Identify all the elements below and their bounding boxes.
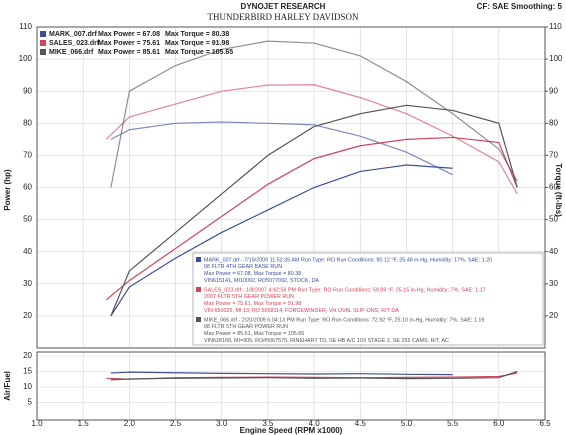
info-swatch <box>196 257 201 262</box>
legend-label: SALES_023.drf <box>49 40 100 47</box>
x-tick-label: 4.5 <box>355 419 367 428</box>
y-tick-label: 110 <box>19 22 32 31</box>
y-tick-label: 80 <box>23 118 32 127</box>
data-line <box>105 136 518 301</box>
x-tick-label: 6.5 <box>539 419 551 428</box>
legend-swatch <box>40 31 46 37</box>
data-line <box>110 370 518 381</box>
legend-swatch <box>40 40 46 46</box>
y2-tick-label: 40 <box>549 247 558 256</box>
x-tick-label: 3.0 <box>216 419 228 428</box>
y-tick-label: 100 <box>19 54 33 63</box>
data-line <box>110 40 518 188</box>
data-line <box>110 164 453 317</box>
y-tick-label: 10 <box>23 382 32 391</box>
data-line <box>110 371 453 376</box>
y2-tick-label: 80 <box>549 118 558 127</box>
info-line: 08 FLTR 4TH GEAR BASE RUN <box>204 264 282 270</box>
y-tick-label: 60 <box>23 183 32 192</box>
info-line: VIN 650025, MI 13, RO 5058114, FORCEWIND… <box>204 308 399 314</box>
legend-power: Max Power = 67.08 <box>98 31 160 38</box>
y-tick-label: 40 <box>23 247 32 256</box>
info-line: VIN615141, MI10092, RO5077092, STOCK, DA <box>204 278 319 284</box>
legend-power: Max Power = 75.61 <box>98 40 160 47</box>
x-tick-label: 1.5 <box>78 419 90 428</box>
info-box-frame <box>192 252 544 346</box>
x-tick-label: 5.0 <box>401 419 413 428</box>
info-swatch <box>196 287 201 292</box>
info-line: 08 FLTR 5TH GEAR POWER RUN <box>204 324 288 330</box>
chart-title: DYNOJET RESEARCH <box>241 2 326 11</box>
chart-subtitle: THUNDERBIRD HARLEY DAVIDSON <box>207 12 359 22</box>
x-tick-label: 3.5 <box>262 419 274 428</box>
settings-note: CF: SAE Smoothing: 5 <box>477 2 563 11</box>
afr-axis-label: Air/Fuel <box>3 371 12 401</box>
y-axis-label: Power (hp) <box>3 169 12 211</box>
legend: MARK_007.drf Max Power = 67.08 Max Torque … <box>40 31 233 56</box>
info-line: Max Power = 75.61, Max Torque = 91.98 <box>204 301 301 307</box>
y-tick-label: 50 <box>23 215 32 224</box>
info-line: Max Power = 85.61, Max Torque = 105.65 <box>204 331 304 337</box>
y2-tick-label: 50 <box>549 215 558 224</box>
legend-power: Max Power = 85.61 <box>98 49 160 56</box>
y2-tick-label: 60 <box>549 183 558 192</box>
y-tick-label: 70 <box>23 151 32 160</box>
y-tick-label: 20 <box>23 351 32 360</box>
legend-swatch <box>40 49 46 55</box>
y2-tick-label: 110 <box>549 22 562 31</box>
info-line: VIN628168, MI=905, RO#5067575, RINEHART … <box>204 338 449 344</box>
info-line: MIKE_066.drf - 2/20/2009 6:04:13 PM Run … <box>204 317 484 323</box>
x-tick-label: 5.5 <box>447 419 459 428</box>
info-line: SALES_023.drf - 1/8/2007 4:42:58 PM Run … <box>204 287 486 293</box>
legend-label: MIKE_066.drf <box>49 49 94 56</box>
y-tick-label: 15 <box>23 367 32 376</box>
y2-tick-label: 30 <box>549 279 558 288</box>
legend-torque: Max Torque = 105.65 <box>165 49 233 56</box>
info-swatch <box>196 317 201 322</box>
legend-torque: Max Torque = 80.38 <box>165 31 229 38</box>
data-line <box>110 104 518 317</box>
data-line <box>110 121 453 176</box>
plot-frame <box>36 26 546 349</box>
x-tick-label: 1.0 <box>31 419 43 428</box>
y-tick-label: 5 <box>28 398 33 407</box>
legend-torque: Max Torque = 91.98 <box>165 40 229 47</box>
x-axis-label: Engine Speed (RPM x1000) <box>240 426 343 435</box>
info-line: 2007 FLTR 5TH GEAR POWER RUN <box>204 294 294 300</box>
y2-tick-label: 90 <box>549 86 558 95</box>
plot-frame <box>36 351 546 421</box>
y2-tick-label: 100 <box>549 54 563 63</box>
info-line: MARK_007.drf - 7/19/2009 11:52:35 AM Run… <box>204 257 492 263</box>
x-tick-label: 2.5 <box>170 419 182 428</box>
y2-axis-label: Torque (ft-lbs) <box>554 163 563 217</box>
info-line: Max Power = 67.08, Max Torque = 80.38 <box>204 271 301 277</box>
y2-tick-label: 70 <box>549 151 558 160</box>
x-tick-label: 6.0 <box>493 419 505 428</box>
data-line <box>105 84 518 195</box>
x-tick-label: 2.0 <box>124 419 136 428</box>
y-tick-label: 20 <box>23 311 32 320</box>
y2-tick-label: 20 <box>549 311 558 320</box>
y-tick-label: 90 <box>23 86 32 95</box>
info-box: MARK_007.drf - 7/19/2009 11:52:35 AM Run… <box>192 252 544 346</box>
legend-label: MARK_007.drf <box>49 31 98 38</box>
x-tick-label: 4.0 <box>309 419 321 428</box>
y-tick-label: 30 <box>23 279 32 288</box>
